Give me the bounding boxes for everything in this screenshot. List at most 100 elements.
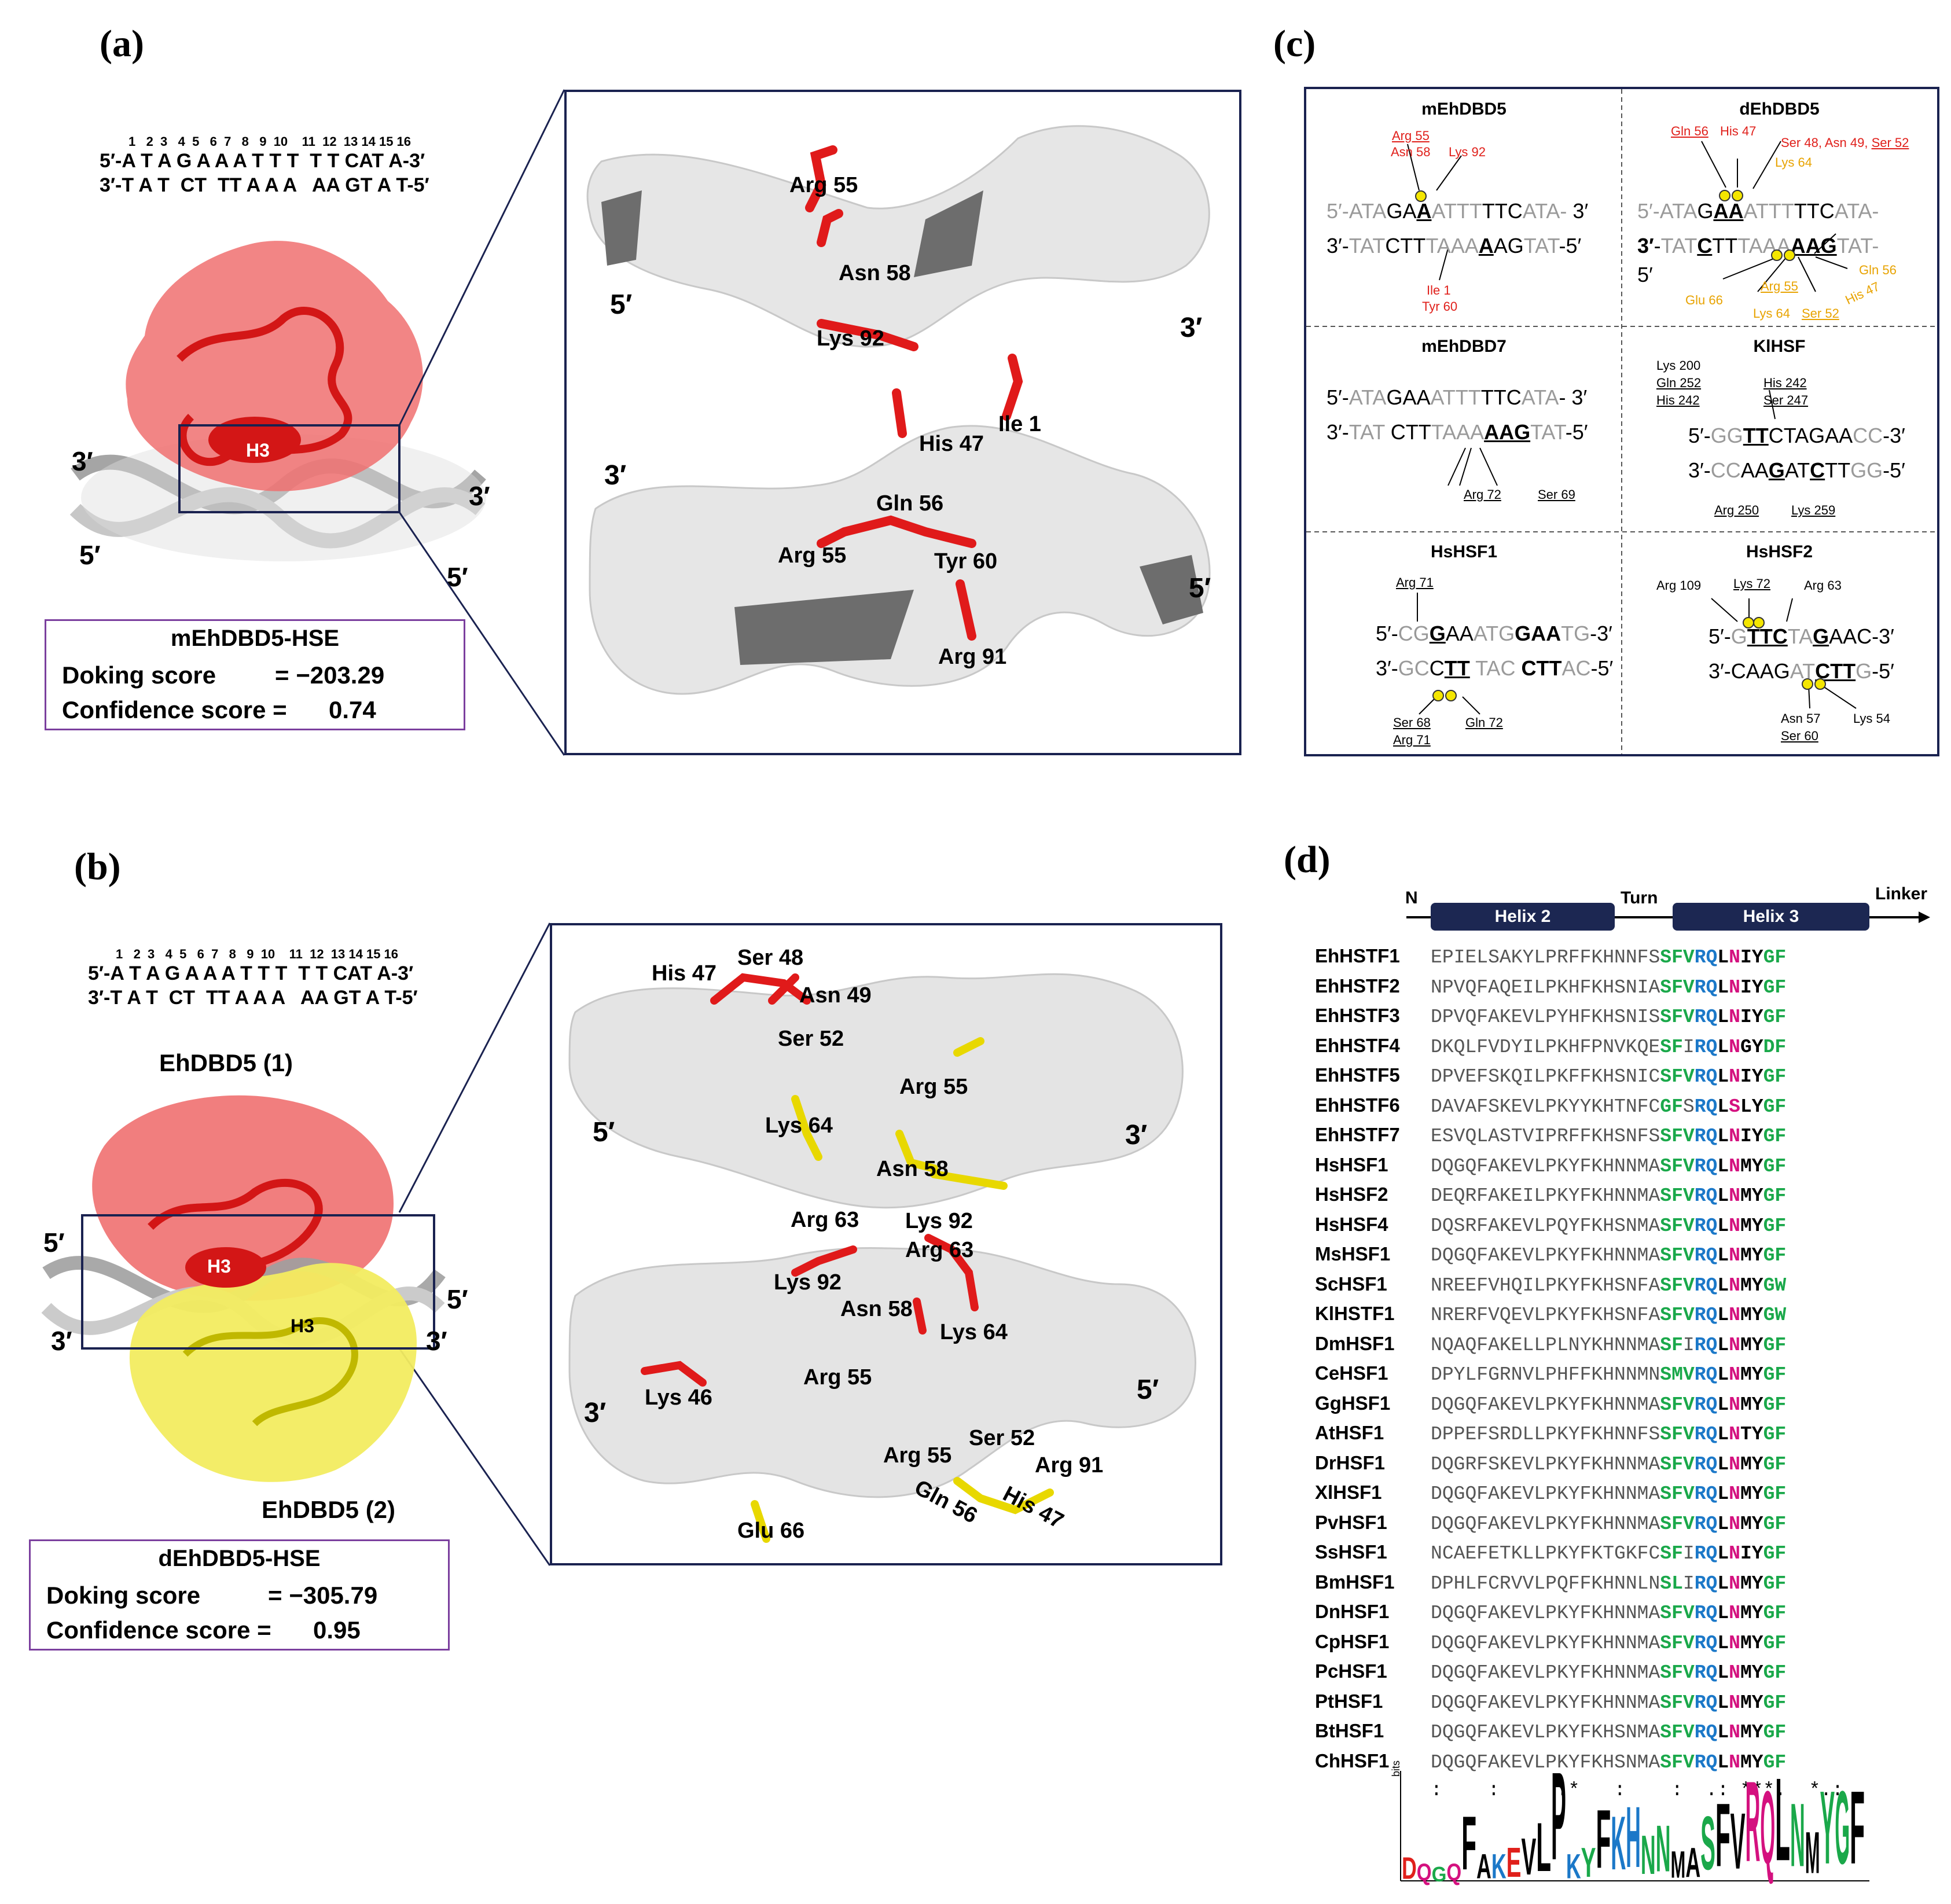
species-name: ScHSF1	[1315, 1273, 1387, 1295]
alignment-row: GgHSF1 DQGQFAKEVLPKYFKHNNMASFVRQLNMYGF	[1315, 1390, 1843, 1420]
alignment-row: MsHSF1 DQGQFAKEVLPKYFKHNNMASFVRQLNMYGF	[1315, 1240, 1843, 1270]
alignment-row: SsHSF1 NCAEFETKLLPKYFKTGKFCSFIRQLNIYGF	[1315, 1538, 1843, 1568]
species-name: CpHSF1	[1315, 1630, 1390, 1652]
zoom-b-label-13: Lys 64	[940, 1320, 1008, 1344]
panel-b-end-3: 5′	[447, 1284, 468, 1314]
c1-label-4: Ile 1	[1427, 283, 1451, 297]
logo-letter: H	[1626, 1789, 1641, 1886]
arrows	[1407, 141, 1857, 715]
species-name: BtHSF1	[1315, 1720, 1384, 1741]
cell-title-HsHSF1: HsHSF1	[1430, 542, 1498, 561]
aligned-sequence: NREEFVHQILPKYFKHSNFASFVRQLNMYGW	[1431, 1274, 1787, 1296]
c6-label-1: Arg 109	[1656, 578, 1702, 593]
residue-sticks-b-red	[641, 973, 979, 1387]
alignment-row: EhHSTF7 ESVQLASTVIPRFFKHSNFSSFVRQLNIYGF	[1315, 1121, 1843, 1151]
aligned-sequence: DAVAFSKEVLPKYYKHTNFCGFSRQLSLYGF	[1431, 1096, 1787, 1118]
zoom-a-label-7: Arg 55	[778, 543, 847, 568]
species-name: BmHSF1	[1315, 1571, 1395, 1593]
docking-label-b: Doking score	[46, 1582, 201, 1609]
aligned-sequence: ESVQLASTVIPRFFKHSNFSSFVRQLNIYGF	[1431, 1126, 1787, 1147]
aligned-sequence: DQGQFAKEVLPKYFKHSNMASFVRQLNMYGF	[1431, 1751, 1787, 1773]
logo-letter: F	[1461, 1800, 1476, 1886]
aligned-sequence: DPYLFGRNVLPHFFKHNNMNSMVRQLNMYGF	[1431, 1364, 1787, 1385]
species-name: AtHSF1	[1315, 1422, 1384, 1443]
score-title: mEhDBD5-HSE	[170, 626, 340, 651]
panel-b-zoom: His 47 Ser 48 Asn 49 Ser 52 Arg 55 Lys 6…	[550, 923, 1222, 1565]
panel-b-seq-top: 5′-A T A G A A A T T T T T CAT A-3′	[88, 962, 414, 984]
aligned-sequence: DPPEFSRDLLPKYFKHNNFSSFVRQLNTYGF	[1431, 1424, 1787, 1445]
aligned-sequence: DPHLFCRVVLPQFFKHNNLNSLIRQLNMYGF	[1431, 1572, 1787, 1594]
zoom-a-label-8: Tyr 60	[934, 549, 998, 574]
logo-letter: S	[1700, 1800, 1715, 1886]
logo-letter: Q	[1760, 1769, 1775, 1886]
panel-b-letter: (b)	[74, 846, 121, 888]
zoom-b-end-4: 5′	[1137, 1374, 1159, 1405]
aligned-sequence: DQGQFAKEVLPKYFKHNNMASFVRQLNMYGF	[1431, 1602, 1787, 1624]
zoom-b-end-1: 5′	[593, 1117, 615, 1148]
species-name: DrHSF1	[1315, 1451, 1386, 1473]
logo-letter: D	[1402, 1851, 1417, 1886]
aligned-sequence: NQAQFAKELLPLNYKHNNMASFIRQLNMYGF	[1431, 1334, 1787, 1356]
aligned-sequence: DQGRFSKEVLPKYFKHNNMASFVRQLNMYGF	[1431, 1453, 1787, 1475]
c5-label-2: Ser 68	[1393, 715, 1431, 730]
logo-letter: N	[1790, 1785, 1805, 1886]
panel-a-end-1: 3′	[72, 446, 93, 476]
species-name: EhHSTF3	[1315, 1005, 1400, 1026]
panel-c-letter: (c)	[1273, 23, 1316, 65]
logo-letter: R	[1746, 1765, 1761, 1886]
species-name: DnHSF1	[1315, 1601, 1390, 1622]
logo-letter: M	[1805, 1821, 1820, 1886]
panel-a-helix-label: H3	[246, 440, 270, 461]
species-name: XlHSF1	[1315, 1482, 1382, 1503]
logo-letter: A	[1476, 1847, 1491, 1886]
c2-seq-end: 5′	[1637, 263, 1653, 286]
helix-2-block: Helix 2	[1431, 903, 1615, 931]
monomer-1-label: EhDBD5 (1)	[159, 1049, 293, 1076]
c2-label-8: Glu 66	[1685, 293, 1723, 307]
alignment-row: ScHSF1 NREEFVHQILPKYFKHSNFASFVRQLNMYGW	[1315, 1270, 1843, 1300]
c4-label-3: His 242	[1656, 393, 1700, 407]
zoom-b-end-2: 3′	[1125, 1120, 1148, 1151]
c6-seq-top: 5′-GTTCTAGAAC-3′	[1708, 624, 1894, 648]
alignment-rows: EhHSTF1 EPIELSAKYLPRFFKHNNFSSFVRQLNIYGF Eh…	[1315, 942, 1843, 1777]
panel-b-end-4: 3′	[426, 1326, 447, 1356]
zoom-b-label-11: Lys 92	[774, 1270, 842, 1295]
panel-a-seq-numbers: 1 2 3 4 5 6 7 8 9 10 11 12 13 14 15 16	[128, 134, 411, 149]
zoom-b-label-15: Lys 46	[645, 1385, 712, 1410]
alignment-row: CeHSF1 DPYLFGRNVLPHFFKHNNMNSMVRQLNMYGF	[1315, 1359, 1843, 1390]
alignment-row: HsHSF1 DQGQFAKEVLPKYFKHNNMASFVRQLNMYGF	[1315, 1151, 1843, 1181]
alignment-row: PtHSF1 DQGQFAKEVLPKYFKHNNMASFVRQLNMYGF	[1315, 1688, 1843, 1718]
zoom-region-box-b	[81, 1214, 435, 1350]
zoom-b-label-16: Arg 55	[883, 1443, 952, 1468]
panel-a-seq-top: 5′-A T A G A A A T T T T T CAT A-3′	[100, 150, 425, 172]
zoom-b-label-9: Lys 92	[905, 1209, 973, 1233]
species-name: PtHSF1	[1315, 1690, 1383, 1712]
logo-axis-label: bits	[1390, 1760, 1402, 1777]
logo-letter: L	[1536, 1808, 1551, 1885]
c1-label-2: Asn 58	[1391, 145, 1431, 159]
alignment-row: HsHSF2 DEQRFAKEILPKYFKHNNMASFVRQLNMYGF	[1315, 1181, 1843, 1211]
aligned-sequence: DQGQFAKEVLPKYFKHNNMASFVRQLNMYGF	[1431, 1245, 1787, 1266]
c3-label-2: Ser 69	[1538, 487, 1575, 502]
alignment-row: AtHSF1 DPPEFSRDLLPKYFKHNNFSSFVRQLNTYGF	[1315, 1419, 1843, 1449]
logo-letter: Q	[1417, 1859, 1432, 1886]
alignment-row: EhHSTF1 EPIELSAKYLPRFFKHNNFSSFVRQLNIYGF	[1315, 942, 1843, 972]
panel-b-end-1: 5′	[43, 1227, 65, 1258]
zoom-b-label-14: Arg 55	[803, 1365, 872, 1390]
panel-b-helix-label-2: H3	[291, 1315, 314, 1336]
species-name: EhHSTF2	[1315, 975, 1400, 997]
cell-title-dEhDBD5: dEhDBD5	[1739, 100, 1820, 119]
c2-seq-bottom: 3′-TATCTTTAAAAAGTAT-	[1637, 234, 1879, 258]
panel-d-letter: (d)	[1284, 839, 1331, 881]
alignment-row: EhHSTF4 DKQLFVDYILPKHFPNVKQESFIRQLNGYDF	[1315, 1032, 1843, 1062]
zoom-b-label-18: Arg 91	[1035, 1453, 1104, 1477]
zoom-a-end-3: 3′	[604, 460, 627, 491]
aligned-sequence: DEQRFAKEILPKYFKHNNMASFVRQLNMYGF	[1431, 1185, 1787, 1207]
species-name: ChHSF1	[1315, 1749, 1390, 1771]
alignment-row: EhHSTF2 NPVQFAQEILPKHFKHSNIASFVRQLNIYGF	[1315, 972, 1843, 1002]
logo-letter: V	[1730, 1796, 1746, 1886]
schematic-linker-label: Linker	[1875, 884, 1928, 903]
residue-sticks-a	[805, 145, 1023, 641]
alignment-row: EhHSTF6 DAVAFSKEVLPKYYKHTNFCGFSRQLSLYGF	[1315, 1091, 1843, 1122]
schematic-n-label: N	[1405, 888, 1418, 907]
